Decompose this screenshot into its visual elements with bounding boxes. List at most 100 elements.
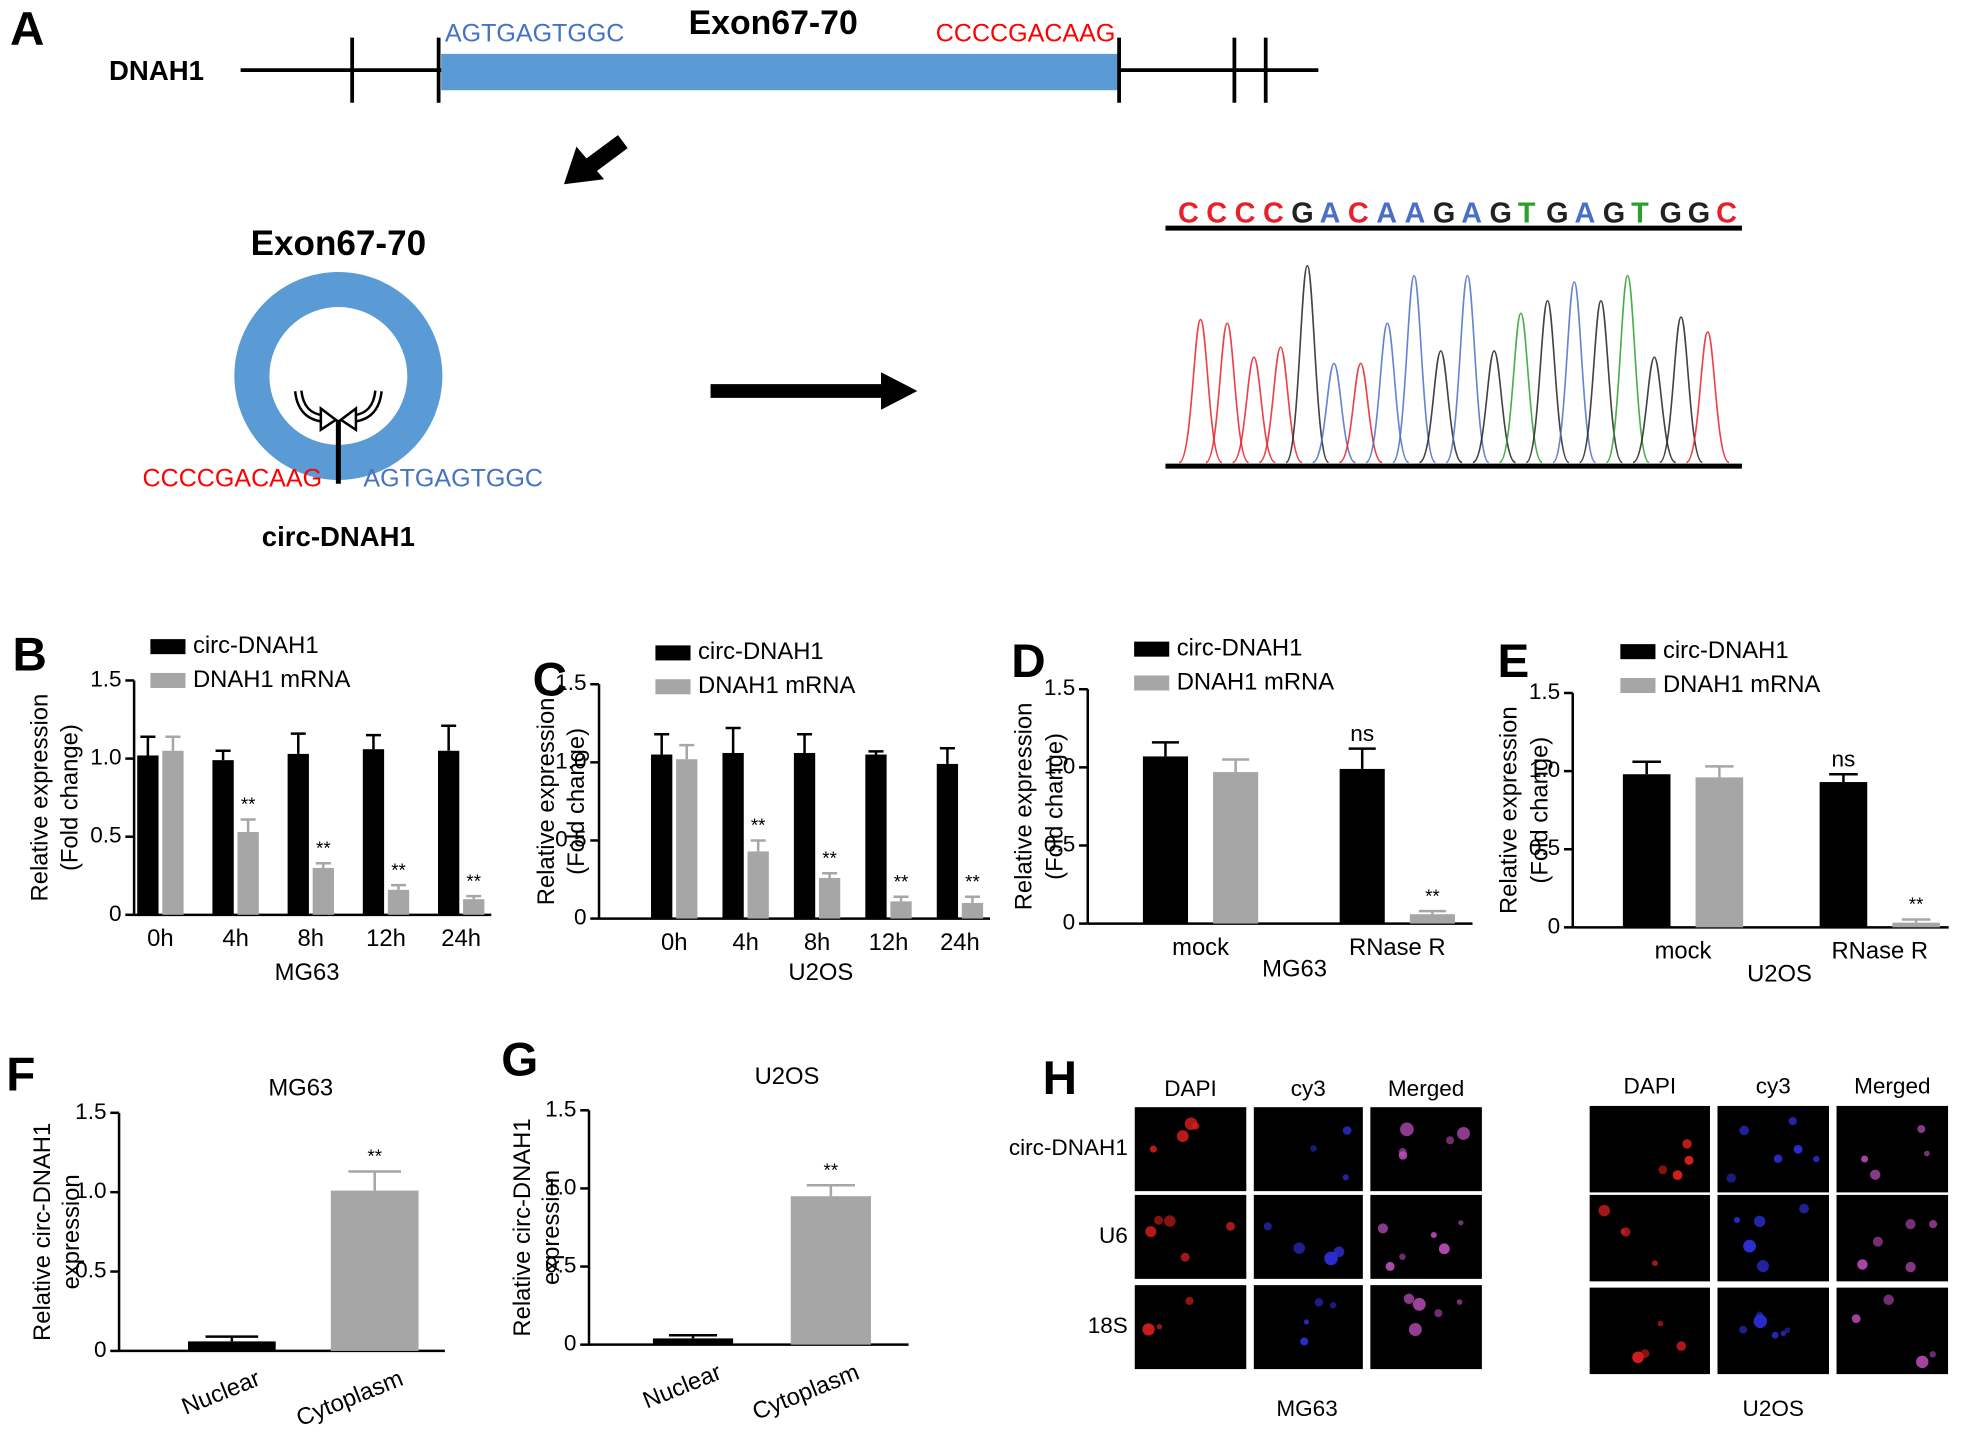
column-label: Merged xyxy=(1854,1074,1930,1099)
base: T xyxy=(1631,197,1649,229)
cell-signal xyxy=(1446,1136,1455,1145)
micrograph xyxy=(1369,1283,1484,1371)
bar xyxy=(212,760,234,915)
cell-signal xyxy=(1773,1154,1783,1163)
cell-signal xyxy=(1813,1155,1820,1163)
cell-signal xyxy=(1620,1228,1626,1234)
base: C xyxy=(1263,197,1284,229)
y-tick-label: 1.0 xyxy=(75,1178,106,1203)
legend-swatch xyxy=(655,645,691,661)
x-tick-label: 4h xyxy=(732,929,758,956)
chart: B 0 0.5 1.0 1.5 Relative expression (Fold chan… xyxy=(13,628,492,986)
y-tick-label: 1.5 xyxy=(75,1099,106,1124)
error-bar xyxy=(140,735,156,756)
base: A xyxy=(1574,197,1595,229)
cell-signal xyxy=(1753,1215,1766,1228)
cell-signal xyxy=(1905,1219,1916,1230)
error-bar xyxy=(165,735,181,751)
peak xyxy=(1178,318,1223,464)
bar xyxy=(330,1190,419,1351)
micrograph xyxy=(1369,1105,1484,1193)
legend-label: DNAH1 mRNA xyxy=(1663,671,1820,698)
row-label: U6 xyxy=(1099,1223,1128,1248)
base: A xyxy=(1405,197,1426,229)
significance: ** xyxy=(367,1146,382,1167)
legend-swatch xyxy=(1134,675,1170,691)
base: G xyxy=(1546,197,1568,229)
cell-signal xyxy=(1672,1170,1683,1181)
circle-exon-label: Exon67-70 xyxy=(251,224,426,263)
y-axis-label: Relative expression xyxy=(27,694,54,902)
bar xyxy=(312,867,334,915)
cell-signal xyxy=(1861,1155,1869,1163)
bar xyxy=(237,832,259,915)
error-bar xyxy=(1222,758,1250,773)
peak xyxy=(1472,350,1516,464)
y-axis-label: Relative circ-DNAH1 xyxy=(509,1118,536,1336)
bar xyxy=(890,901,912,919)
cell-signal xyxy=(1145,1226,1157,1238)
cell-signal xyxy=(1793,1144,1803,1154)
x-tick-label: 4h xyxy=(222,925,248,952)
chromatogram xyxy=(1178,264,1730,464)
x-axis-label: MG63 xyxy=(1262,955,1327,982)
column-label: DAPI xyxy=(1624,1074,1677,1099)
cell-signal xyxy=(1226,1221,1235,1231)
base: C xyxy=(1235,197,1256,229)
significance: ** xyxy=(391,859,406,880)
cell-signal xyxy=(1303,1319,1309,1325)
y-axis-label: Relative expression xyxy=(533,698,560,906)
column-label: cy3 xyxy=(1756,1074,1791,1099)
cell-signal xyxy=(1883,1294,1894,1305)
error-bar xyxy=(391,883,407,890)
cell-signal xyxy=(1682,1139,1692,1149)
error-bar xyxy=(1632,760,1661,775)
row-label: circ-DNAH1 xyxy=(1009,1135,1128,1160)
y-tick-label: 1.0 xyxy=(555,748,586,773)
y-tick-label: 0 xyxy=(109,901,122,926)
cell-signal xyxy=(1176,1130,1189,1143)
bar xyxy=(1409,914,1455,924)
base: C xyxy=(1716,197,1737,229)
cell-signal xyxy=(1156,1324,1163,1330)
x-tick-label: mock xyxy=(1655,938,1712,965)
y-tick-label: 0.5 xyxy=(90,823,121,848)
column-label: DAPI xyxy=(1164,1076,1217,1101)
cell-signal xyxy=(1398,1151,1408,1160)
cell-signal xyxy=(1784,1327,1791,1334)
cell-signal xyxy=(1598,1204,1610,1217)
error-bar xyxy=(215,749,231,761)
bar xyxy=(865,754,887,919)
significance: ** xyxy=(241,794,256,815)
cell-signal xyxy=(1154,1215,1164,1225)
y-axis-label: Relative circ-DNAH1 xyxy=(29,1123,56,1341)
bar xyxy=(936,763,959,919)
cell-signal xyxy=(1658,1165,1668,1175)
bar xyxy=(1819,782,1868,928)
bar xyxy=(747,851,769,919)
junction-left-sequence: CCCCGACAAG xyxy=(143,465,323,493)
panel-label: D xyxy=(1011,635,1045,688)
x-tick-label: 24h xyxy=(940,929,980,956)
significance: ** xyxy=(751,815,766,836)
diagonal-arrow xyxy=(563,135,628,185)
exon-end-sequence: CCCCGACAAG xyxy=(936,20,1116,48)
error-bar xyxy=(205,1335,259,1342)
cell-signal xyxy=(1412,1297,1426,1311)
cell-signal xyxy=(1676,1341,1687,1351)
bar xyxy=(818,877,841,919)
cell-signal xyxy=(1434,1309,1443,1318)
cell-signal xyxy=(1726,1173,1737,1183)
y-tick-label: 0.5 xyxy=(545,1252,576,1277)
y-tick-label: 0 xyxy=(564,1331,577,1356)
x-axis-label: MG63 xyxy=(275,959,340,986)
error-bar xyxy=(240,818,256,833)
y-tick-label: 1.0 xyxy=(90,745,121,770)
cell-signal xyxy=(1142,1323,1155,1336)
exon-boundaries xyxy=(350,37,1268,103)
legend-swatch xyxy=(150,639,186,655)
circ-name: circ-DNAH1 xyxy=(262,521,415,552)
cell-signal xyxy=(1929,1351,1936,1358)
y-tick-label: 1.5 xyxy=(1044,675,1075,700)
